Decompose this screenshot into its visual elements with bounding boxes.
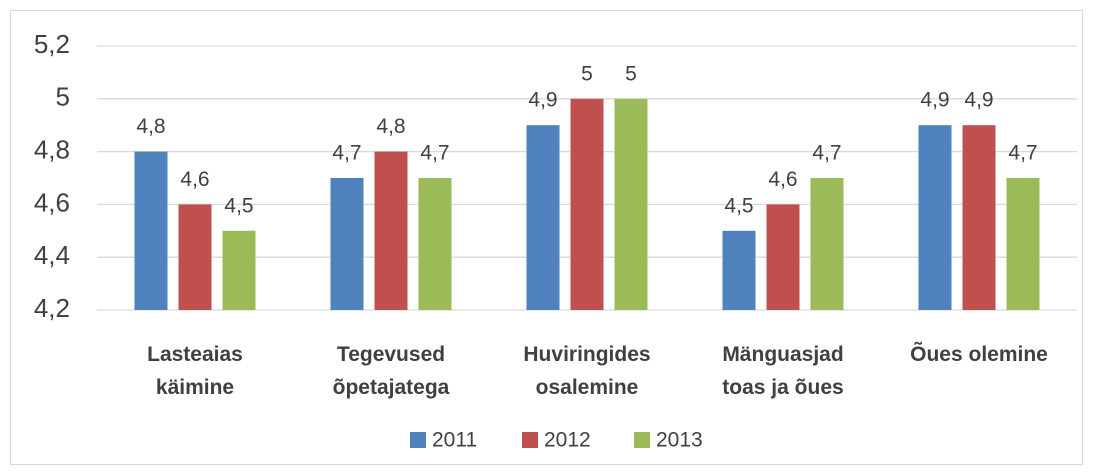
bar xyxy=(614,98,648,310)
bar xyxy=(918,125,952,310)
bar xyxy=(222,230,256,310)
bar xyxy=(418,178,452,310)
x-tick-line: Õues olemine xyxy=(910,342,1048,366)
data-label: 4,7 xyxy=(1008,142,1037,165)
data-label: 4,8 xyxy=(136,115,165,138)
x-tick-label: Õues olemine xyxy=(910,342,1048,366)
x-tick-label: Mänguasjad toas ja õues xyxy=(722,343,843,399)
data-label: 4,7 xyxy=(812,142,841,165)
data-label: 4,5 xyxy=(724,194,753,217)
bar xyxy=(962,125,996,310)
bar xyxy=(722,230,756,310)
data-label: 4,9 xyxy=(920,89,949,112)
x-tick-line: Tegevused xyxy=(337,343,445,366)
legend-swatch xyxy=(410,432,426,448)
bar xyxy=(374,151,408,310)
x-tick-label: Tegevused õpetajatega xyxy=(333,343,450,399)
bar xyxy=(570,98,604,310)
legend-label: 2013 xyxy=(656,429,703,452)
bar xyxy=(526,125,560,310)
bar xyxy=(134,151,168,310)
data-label: 4,8 xyxy=(376,115,405,138)
y-tick-label: 5 xyxy=(56,82,70,112)
data-label: 4,5 xyxy=(224,194,253,217)
x-tick-line: osalemine xyxy=(536,376,639,399)
data-label: 5 xyxy=(581,62,593,85)
y-tick-label: 4,4 xyxy=(34,240,70,270)
data-label: 4,7 xyxy=(420,142,449,165)
data-label: 4,7 xyxy=(332,142,361,165)
x-tick-line: Mänguasjad xyxy=(722,343,843,366)
bar xyxy=(178,204,212,310)
y-tick-label: 4,6 xyxy=(34,187,70,217)
x-tick-line: õpetajatega xyxy=(333,376,450,399)
x-tick-label: Huviringides osalemine xyxy=(523,343,650,399)
y-tick-label: 4,2 xyxy=(34,293,70,323)
data-label: 4,6 xyxy=(180,168,209,191)
x-tick-label: Lasteaias käimine xyxy=(147,343,243,399)
data-label: 4,9 xyxy=(528,89,557,112)
data-label: 4,9 xyxy=(964,89,993,112)
bar xyxy=(810,178,844,310)
legend-swatch xyxy=(634,432,650,448)
bar xyxy=(1006,178,1040,310)
x-tick-line: toas ja õues xyxy=(722,376,843,399)
legend-swatch xyxy=(522,432,538,448)
x-tick-line: käimine xyxy=(156,376,234,399)
y-tick-label: 5,2 xyxy=(34,29,70,59)
bar xyxy=(766,204,800,310)
x-tick-line: Lasteaias xyxy=(147,343,243,366)
legend-label: 2012 xyxy=(544,429,591,452)
legend-label: 2011 xyxy=(432,429,477,452)
bar xyxy=(330,178,364,310)
data-label: 4,6 xyxy=(768,168,797,191)
y-tick-label: 4,8 xyxy=(34,134,70,164)
data-label: 5 xyxy=(625,62,637,85)
x-tick-line: Huviringides xyxy=(523,343,650,366)
